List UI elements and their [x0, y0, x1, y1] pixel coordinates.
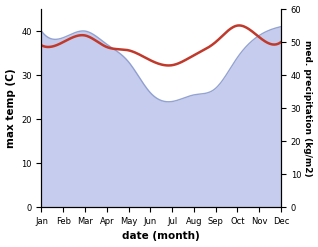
Y-axis label: max temp (C): max temp (C)	[5, 68, 16, 148]
Y-axis label: med. precipitation (kg/m2): med. precipitation (kg/m2)	[303, 40, 313, 176]
X-axis label: date (month): date (month)	[122, 231, 200, 242]
